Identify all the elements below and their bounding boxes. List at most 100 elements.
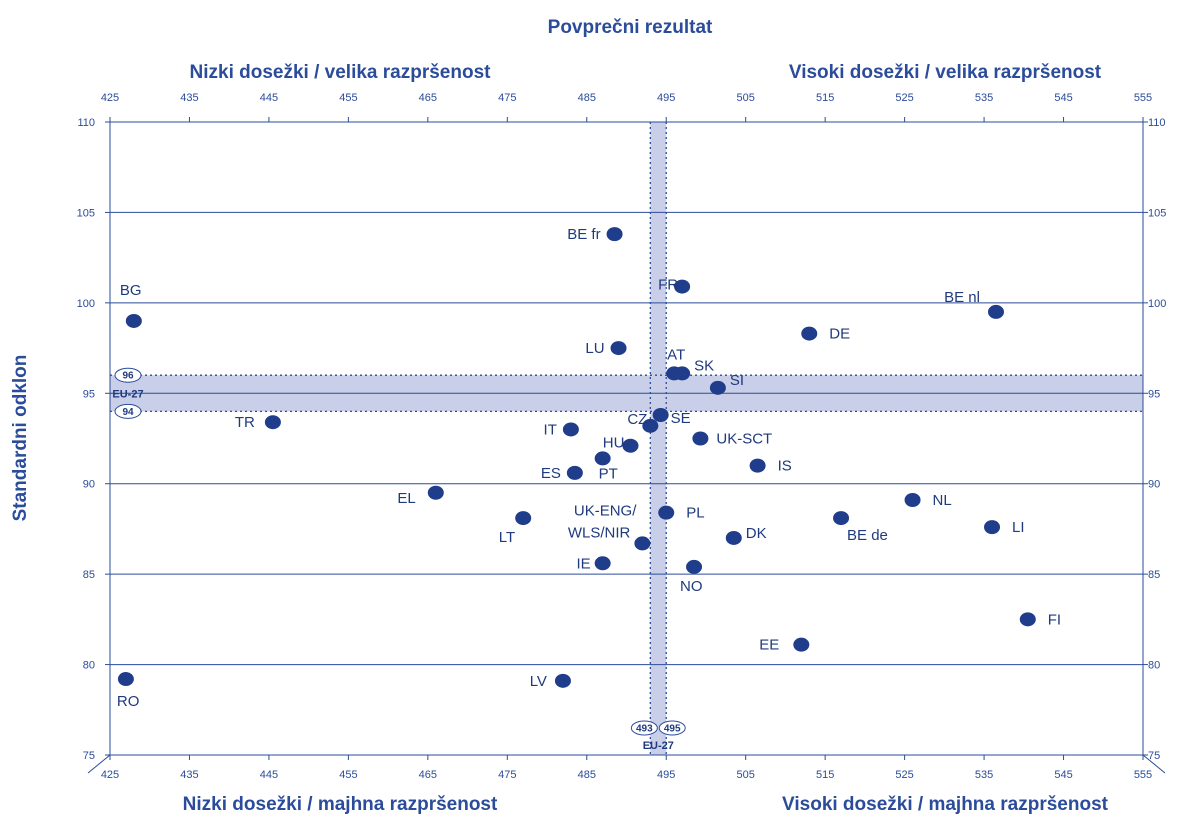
- point-label: SK: [694, 357, 714, 374]
- x-tick-label-top: 465: [419, 92, 437, 104]
- eu27-badges: 96 94 EU-27 493 495 EU-27: [112, 367, 686, 752]
- data-point: [554, 673, 571, 688]
- point-label: RO: [117, 693, 139, 710]
- data-point: [904, 492, 921, 507]
- x-tick-label-bottom: 465: [419, 769, 437, 781]
- point-label: LU: [585, 340, 604, 357]
- x-tick-label-top: 545: [1054, 92, 1072, 104]
- point-label: BE nl: [944, 289, 980, 306]
- x-tick-label-top: 445: [260, 92, 278, 104]
- data-point: [749, 458, 766, 473]
- point-labels: BE fr FR BE nl BG DE LU AT SK SI TR SE CZ IT UK-SCT HU…: [117, 226, 1061, 710]
- x-tick-label-bottom: 455: [339, 769, 357, 781]
- point-label: PT: [599, 465, 618, 482]
- eu27-value-text: 96: [122, 371, 134, 382]
- x-tick-label-top: 485: [578, 92, 596, 104]
- data-point: [427, 485, 444, 500]
- x-tick-label-bottom: 495: [657, 769, 675, 781]
- x-tick-label-bottom: 475: [498, 769, 516, 781]
- quadrant-label-top-right: Visoki dosežki / velika razpršenost: [789, 62, 1102, 83]
- data-point: [566, 465, 583, 480]
- x-tick-label-bottom: 545: [1054, 769, 1072, 781]
- data-point: [725, 530, 742, 545]
- data-point: [674, 279, 691, 294]
- point-label: TR: [235, 414, 255, 431]
- y-tick-label-right: 95: [1148, 388, 1160, 400]
- x-tick-label-bottom: 535: [975, 769, 993, 781]
- data-point: [1019, 612, 1036, 627]
- x-tick-label-top: 505: [737, 92, 755, 104]
- eu27-label-left: EU-27: [112, 388, 143, 400]
- eu27-value-text: 493: [636, 724, 653, 735]
- axis-ticks: 425 425 435 435 445 445 455 455 465 465 475 475 485 4…: [77, 92, 1167, 781]
- eu27-value-text: 94: [122, 407, 134, 418]
- data-point: [606, 227, 623, 242]
- y-axis-label: Standardni odklon: [10, 355, 31, 522]
- point-label: IT: [544, 421, 557, 438]
- x-tick-label-bottom: 525: [895, 769, 913, 781]
- y-tick-label-left: 100: [77, 298, 95, 310]
- data-point: [652, 407, 669, 422]
- x-tick-label-bottom: 485: [578, 769, 596, 781]
- y-tick-label-right: 110: [1148, 117, 1166, 129]
- point-label: CZ: [627, 411, 647, 428]
- point-label: IS: [778, 458, 792, 475]
- eu27-label-bottom: EU-27: [643, 740, 674, 752]
- eu27-value-badge: [630, 720, 658, 736]
- x-tick-label-bottom: 515: [816, 769, 834, 781]
- point-label: EL: [397, 490, 415, 507]
- x-tick-label-top: 475: [498, 92, 516, 104]
- x-tick-label-bottom: 555: [1134, 769, 1152, 781]
- point-label: IE: [576, 555, 590, 572]
- y-tick-label-right: 100: [1148, 298, 1166, 310]
- x-tick-label-top: 455: [339, 92, 357, 104]
- x-tick-label-top: 555: [1134, 92, 1152, 104]
- chart-title: Povprečni rezultat: [548, 17, 713, 38]
- data-point: [658, 505, 675, 520]
- eu27-value-text: 495: [664, 724, 681, 735]
- x-tick-label-bottom: 425: [101, 769, 119, 781]
- point-label: PL: [686, 505, 704, 522]
- point-label: NO: [680, 578, 703, 595]
- y-tick-label-right: 75: [1148, 750, 1160, 762]
- data-point: [793, 637, 810, 652]
- x-tick-label-bottom: 435: [180, 769, 198, 781]
- y-tick-label-right: 90: [1148, 479, 1160, 491]
- point-label: NL: [933, 492, 952, 509]
- point-label: LI: [1012, 519, 1025, 536]
- y-tick-label-left: 110: [77, 117, 95, 129]
- point-label: LT: [499, 529, 515, 546]
- data-point: [264, 415, 281, 430]
- data-point: [634, 536, 651, 551]
- data-point: [987, 304, 1004, 319]
- eu27-value-badge: [114, 403, 142, 419]
- point-label: BE fr: [567, 226, 600, 243]
- x-tick-label-top: 535: [975, 92, 993, 104]
- y-tick-label-left: 80: [83, 660, 95, 672]
- point-label: BE de: [847, 527, 888, 544]
- plot-frame: [87, 121, 1166, 774]
- data-point: [594, 556, 611, 571]
- corner-diagonal-left: [87, 754, 111, 774]
- data-points: [117, 227, 1036, 688]
- point-label: LV: [530, 673, 547, 690]
- point-label: FR: [658, 277, 678, 294]
- point-label: AT: [667, 346, 685, 363]
- point-label: FI: [1048, 611, 1061, 628]
- y-tick-label-right: 105: [1148, 207, 1166, 219]
- y-tick-label-left: 95: [83, 388, 95, 400]
- point-label: SE: [671, 410, 691, 427]
- eu27-value-badge: [658, 720, 686, 736]
- point-label: WLS/NIR: [568, 524, 631, 541]
- data-point: [610, 341, 627, 356]
- corner-diagonal-right: [1142, 754, 1166, 774]
- gridlines: [110, 211, 1143, 666]
- data-point: [515, 511, 532, 526]
- x-tick-label-top: 495: [657, 92, 675, 104]
- data-point: [594, 451, 611, 466]
- point-label: EE: [759, 637, 779, 654]
- data-point: [622, 438, 639, 453]
- x-tick-label-bottom: 445: [260, 769, 278, 781]
